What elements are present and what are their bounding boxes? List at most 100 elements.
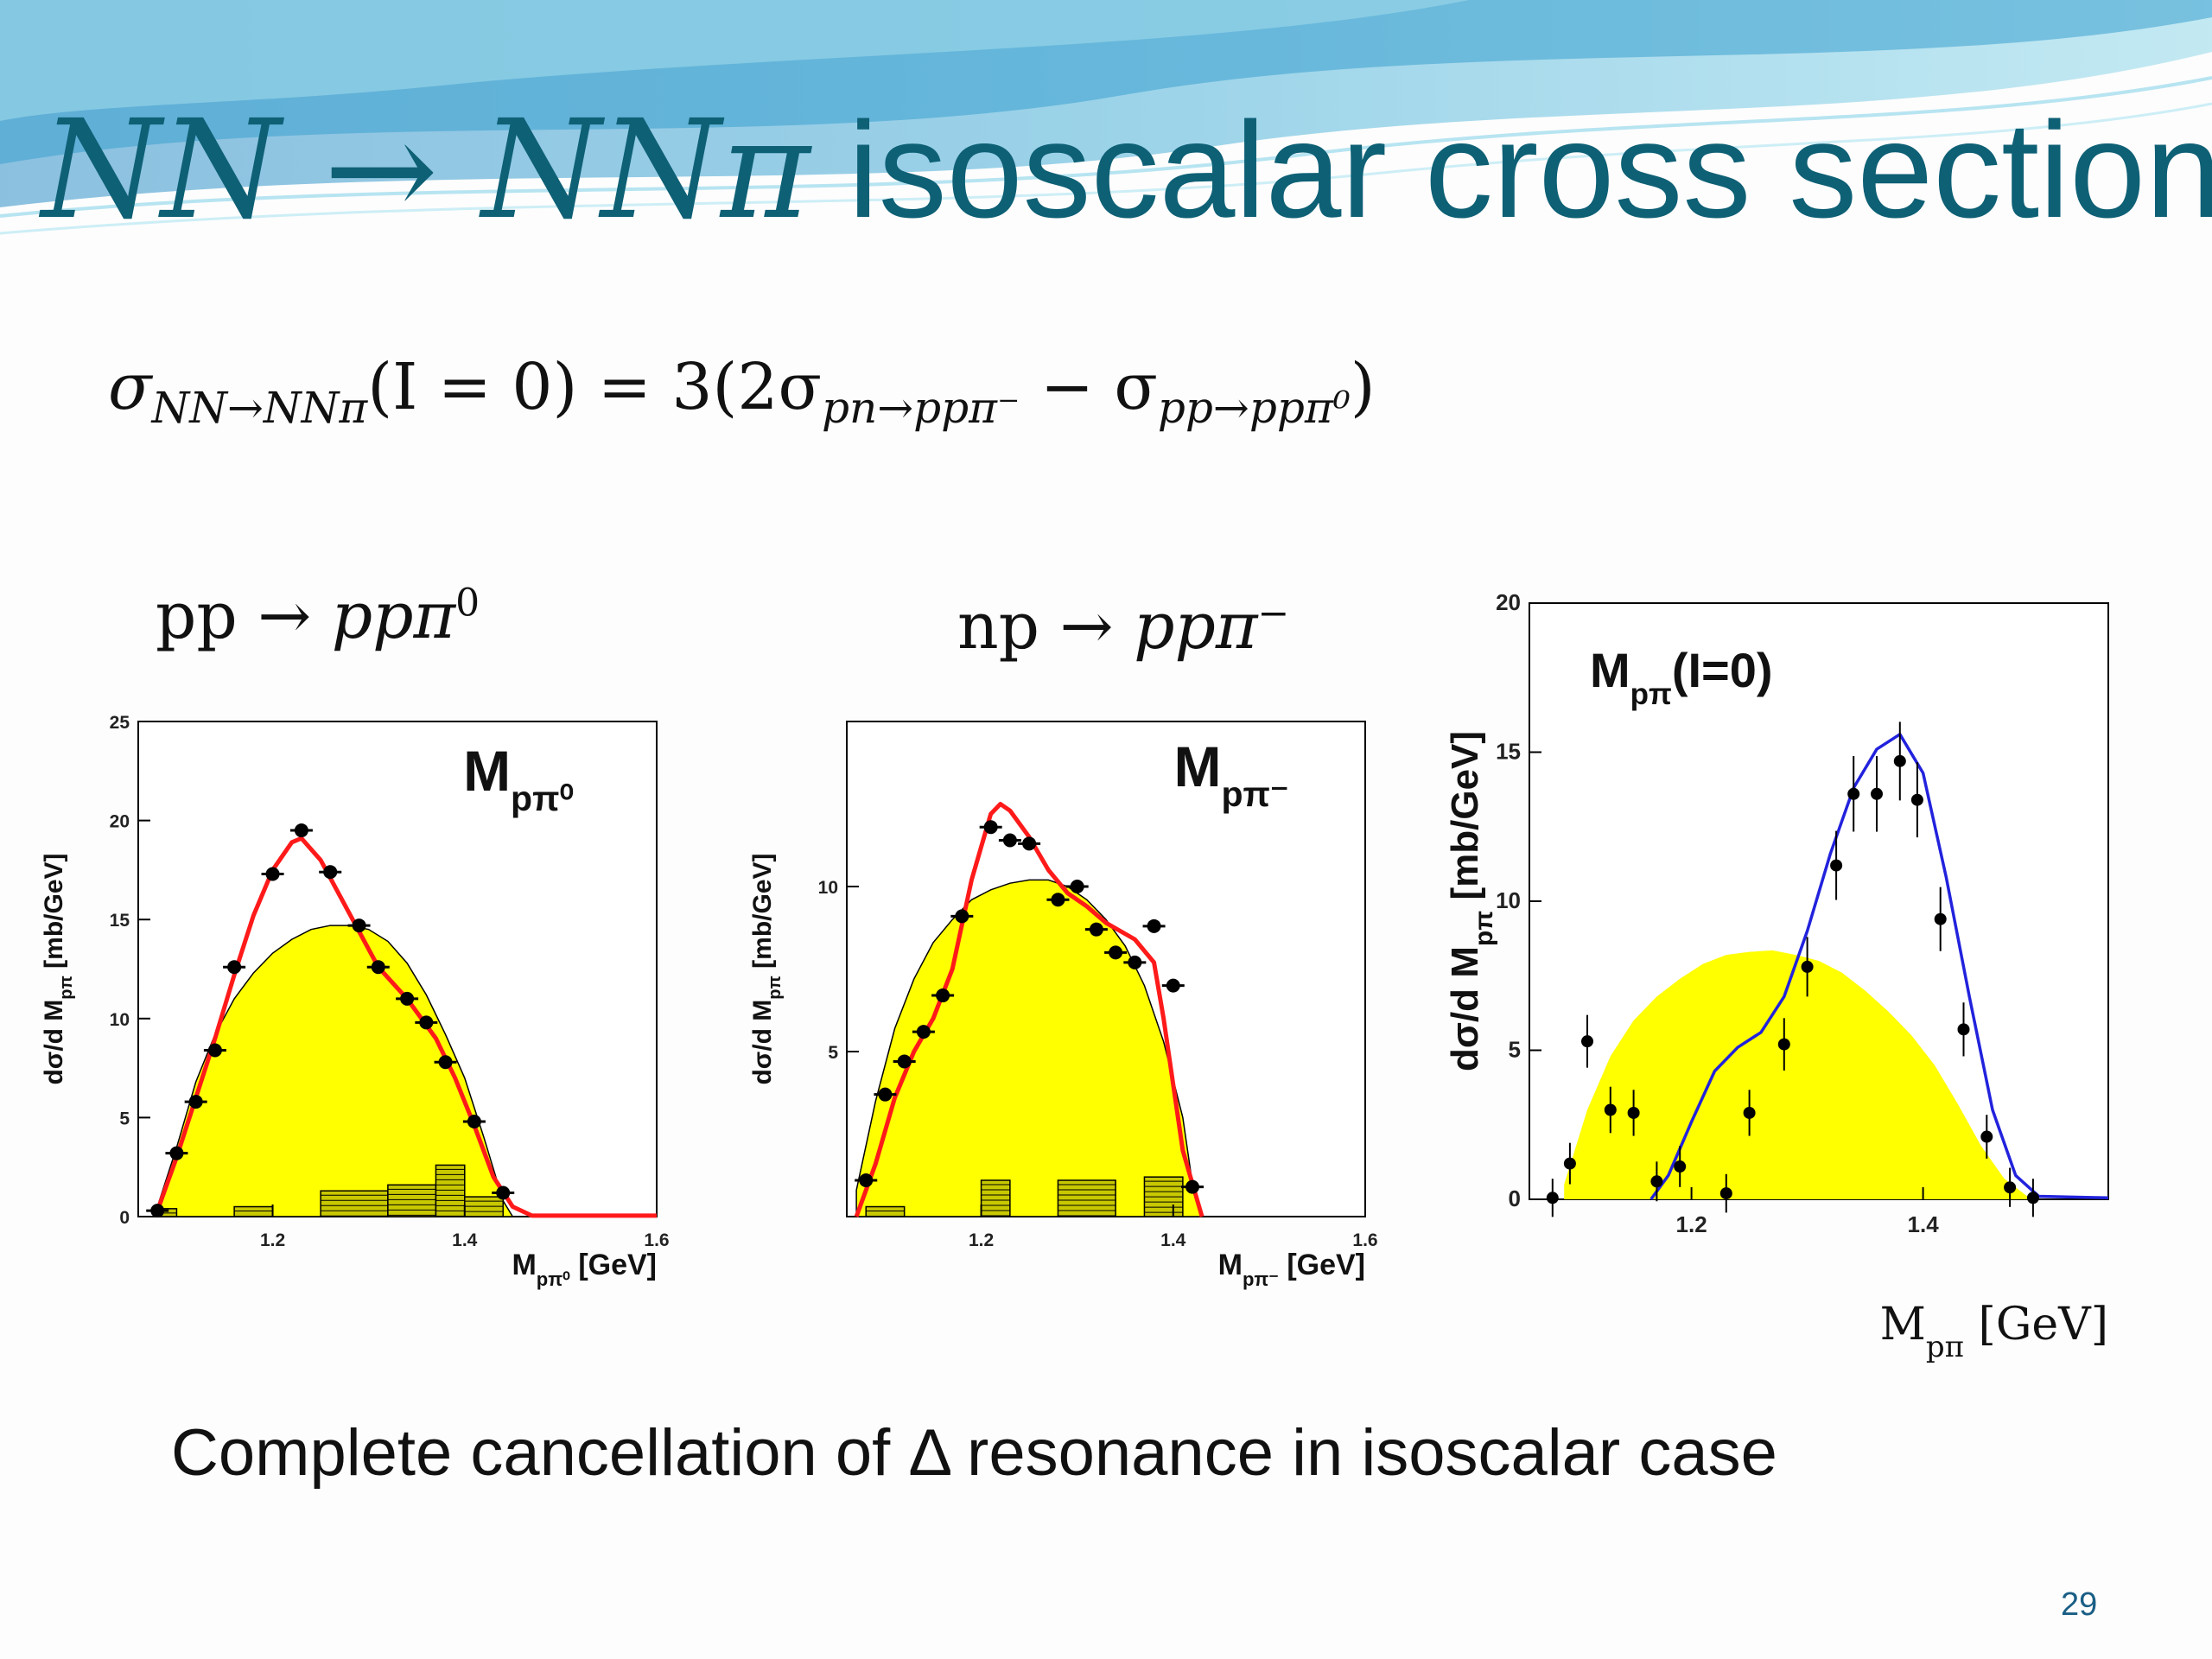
chart-isoscalar: 1.2 1.4 0 5 10 15 20 dσ/d Mpπ [mb/GeV] Mpπ [GeV]… — [1444, 589, 2109, 1364]
title-text: isoscalar cross section — [810, 94, 2212, 246]
data-point — [419, 1015, 434, 1030]
y-tick-label: 0 — [1509, 1185, 1521, 1211]
y-tick-label: 15 — [1496, 739, 1521, 765]
y-tick-label: 15 — [110, 911, 130, 931]
process-label-np: np → ppπ− — [957, 589, 1289, 664]
data-point — [1022, 836, 1037, 851]
data-point — [227, 960, 242, 975]
panel-label: Mpπ⁰ — [463, 739, 574, 818]
x-tick-label: 1.4 — [1908, 1211, 1940, 1237]
data-point — [1871, 787, 1883, 800]
data-point — [936, 988, 950, 1003]
phase-space-fill — [1564, 950, 2039, 1199]
data-point — [1051, 893, 1065, 907]
data-point — [400, 991, 415, 1006]
x-tick-label: 1.2 — [969, 1230, 994, 1250]
data-point — [188, 1095, 203, 1109]
x-tick-label: 1.6 — [1352, 1230, 1377, 1250]
phase-space-fill — [156, 925, 514, 1217]
x-tick-label: 1.6 — [644, 1230, 669, 1250]
data-point — [1147, 918, 1161, 933]
background-bin — [233, 1205, 274, 1217]
data-point — [1957, 1023, 1970, 1036]
data-point — [1089, 922, 1103, 937]
data-point — [2004, 1181, 2017, 1194]
panel-label: Mpπ⁻ — [1173, 734, 1288, 814]
data-point — [438, 1055, 453, 1070]
data-point — [1934, 912, 1947, 925]
data-point — [1801, 960, 1814, 973]
data-point — [1070, 880, 1084, 893]
data-point — [1743, 1106, 1756, 1119]
model-curve — [155, 836, 657, 1218]
x-tick-label: 1.2 — [260, 1230, 285, 1250]
x-tick-label: 1.4 — [1160, 1230, 1186, 1250]
data-point — [1546, 1192, 1559, 1205]
page-number: 29 — [2061, 1586, 2098, 1623]
data-point — [2026, 1192, 2039, 1205]
data-point — [1128, 955, 1142, 969]
chart-pp-ppi0: 1.2 1.4 1.6 0 5 10 15 20 25 dσ/d Mpπ [mb/GeV] Mpπ⁰… — [40, 713, 670, 1290]
process1-final-state: ppπ — [331, 579, 456, 653]
formula-close: ) — [1350, 350, 1376, 424]
data-point — [1910, 793, 1923, 806]
x-axis-label: Mpπ⁻ [GeV] — [1218, 1249, 1365, 1290]
data-point — [1185, 1179, 1199, 1194]
y-tick-label: 10 — [110, 1010, 130, 1030]
data-point — [1847, 787, 1860, 800]
data-point — [294, 823, 308, 838]
process1-base: pp → — [156, 579, 332, 653]
data-point — [1719, 1187, 1732, 1200]
y-tick-label: 10 — [818, 878, 838, 898]
background-bin — [320, 1190, 389, 1217]
data-point — [1166, 978, 1180, 993]
data-point — [1777, 1038, 1790, 1051]
process1-charge: 0 — [455, 581, 480, 626]
y-tick-label: 5 — [828, 1043, 838, 1063]
y-tick-label: 20 — [110, 812, 130, 832]
process2-charge: − — [1257, 591, 1290, 636]
data-point — [265, 867, 280, 881]
data-point — [150, 1204, 165, 1218]
formula-sub2: pn→ppπ⁻ — [821, 382, 1020, 433]
background-bin — [980, 1179, 1011, 1217]
formula-minus: − σ — [1020, 350, 1158, 424]
process2-base: np → — [957, 589, 1135, 664]
conclusion-text: Complete cancellation of Δ resonance in … — [171, 1416, 1777, 1490]
data-point — [496, 1185, 511, 1200]
data-point — [916, 1025, 931, 1039]
data-point — [207, 1043, 222, 1058]
data-point — [169, 1146, 184, 1160]
x-tick-label: 1.2 — [1676, 1211, 1707, 1237]
data-point — [897, 1054, 912, 1069]
data-point — [1604, 1103, 1617, 1116]
data-point — [1109, 945, 1123, 960]
data-point — [1893, 754, 1906, 767]
y-tick-label: 0 — [119, 1208, 130, 1228]
formula-mid: (I = 0) = 3(2σ — [367, 350, 822, 424]
panel-label: Mpπ(I=0) — [1590, 643, 1773, 711]
y-axis-label: dσ/d Mpπ [mb/GeV] — [1444, 731, 1498, 1071]
background-bin — [1057, 1179, 1116, 1217]
y-tick-label: 5 — [119, 1109, 130, 1128]
data-point — [983, 820, 998, 835]
process-label-pp: pp → ppπ0 — [156, 579, 480, 653]
data-point — [1563, 1157, 1576, 1170]
data-point — [859, 1173, 874, 1187]
chart-np-ppim: 1.2 1.4 1.6 5 10 dσ/d Mpπ [mb/GeV] Mpπ⁻ [GeV] M… — [748, 721, 1378, 1290]
data-point — [1674, 1160, 1687, 1173]
data-point — [1650, 1175, 1663, 1188]
background-bin — [865, 1205, 906, 1217]
data-point — [323, 865, 338, 880]
title-math: NN → NNπ — [41, 91, 810, 250]
data-point — [1581, 1035, 1593, 1048]
y-tick-label: 20 — [1496, 589, 1521, 615]
slide-title: NN → NNπ isoscalar cross section — [41, 102, 2212, 238]
data-point — [1830, 859, 1843, 872]
background-bin — [387, 1184, 437, 1217]
data-point — [1002, 833, 1017, 848]
data-point — [371, 960, 385, 975]
data-point — [878, 1087, 893, 1102]
y-axis-label: dσ/d Mpπ [mb/GeV] — [748, 853, 785, 1084]
process2-final-state: ppπ — [1134, 589, 1258, 664]
